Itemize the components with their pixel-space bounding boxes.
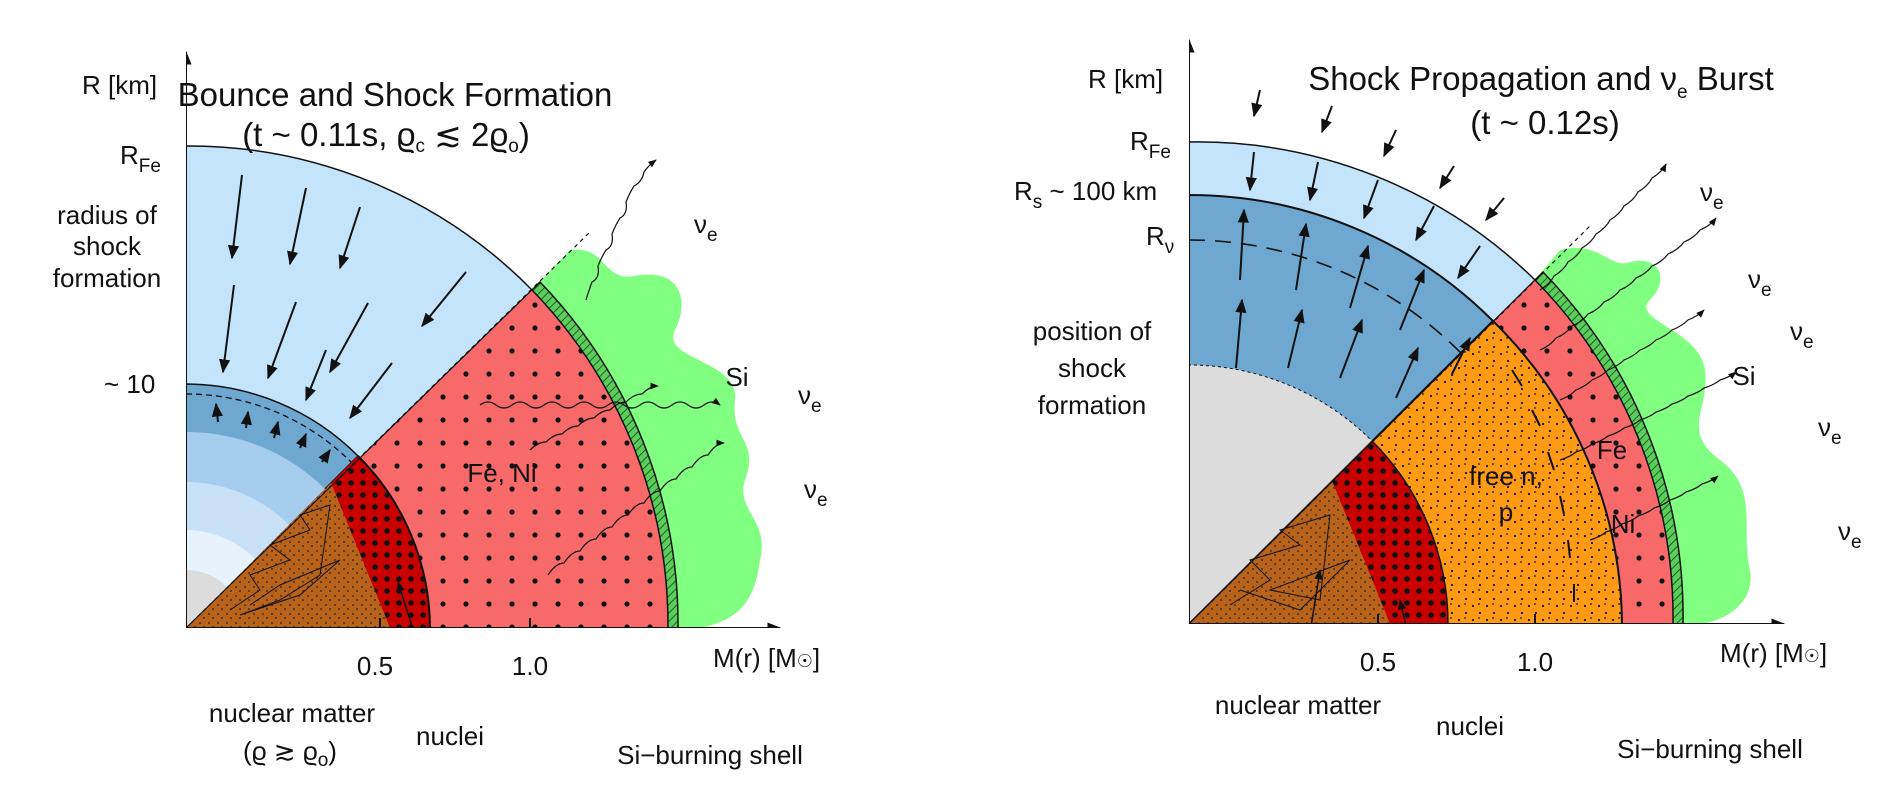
right-rfe-label: RFe: [1130, 126, 1171, 163]
right-fe-label: Fe: [1597, 435, 1627, 465]
left-panel: [186, 50, 782, 628]
left-nu-label-2: νe: [798, 380, 822, 417]
left-nu-label-3: νe: [804, 474, 828, 511]
right-tick-05: 0.5: [1360, 647, 1396, 677]
left-si-shell-label: Si−burning shell: [617, 740, 803, 770]
sun-symbol: ☉: [797, 651, 813, 671]
left-axes: [186, 50, 782, 628]
right-nuclei-label: nuclei: [1436, 711, 1504, 741]
right-rs-label: Rs ~ 100 km: [1014, 176, 1157, 213]
right-nu-label-2: νe: [1748, 264, 1772, 301]
right-tick-10: 1.0: [1517, 647, 1553, 677]
left-title: Bounce and Shock Formation: [178, 76, 613, 113]
sun-symbol: ☉: [1804, 646, 1820, 666]
left-nu-label-1: νe: [694, 209, 718, 246]
left-radius-label-1: radius of: [57, 200, 157, 230]
right-nu-label-5: νe: [1838, 516, 1862, 553]
left-si-label: Si: [725, 362, 748, 392]
right-y-axis-label: R [km]: [1088, 64, 1163, 94]
left-x-axis-label: M(r) [M☉]: [713, 643, 820, 673]
left-radius-label-2: shock: [73, 231, 142, 261]
right-nu-label-3: νe: [1790, 316, 1814, 353]
left-y-axis-label: R [km]: [82, 70, 157, 100]
right-axes: [1189, 38, 1786, 624]
left-radius-label-3: formation: [53, 263, 161, 293]
right-labels: Shock Propagation and νe Burst (t ~ 0.12…: [1014, 60, 1862, 764]
right-subtitle: (t ~ 0.12s): [1470, 104, 1619, 141]
left-si-shell: [530, 280, 679, 628]
right-si-label: Si: [1732, 361, 1755, 391]
right-position-label-1: position of: [1033, 316, 1152, 346]
right-position-label-3: formation: [1038, 390, 1146, 420]
right-si-shell-label: Si−burning shell: [1617, 734, 1803, 764]
left-labels: Bounce and Shock Formation (t ~ 0.11s, ϱ…: [53, 70, 828, 771]
left-nuclear-matter-label: nuclear matter: [209, 698, 376, 728]
left-feni-label: Fe, Ni: [467, 458, 536, 488]
left-subtitle: (t ~ 0.11s, ϱc ≲ 2ϱo): [242, 116, 530, 157]
left-tick-10b: 1.0: [512, 651, 548, 681]
left-tick-10: ~ 10: [104, 369, 155, 399]
right-nu-label-1: νe: [1700, 177, 1724, 214]
left-nuclei-label: nuclei: [416, 721, 484, 751]
right-title: Shock Propagation and νe Burst: [1308, 60, 1774, 103]
left-nuclear-cond: (ϱ ≳ ϱo): [243, 736, 337, 771]
left-tick-05: 0.5: [357, 651, 393, 681]
right-free-np-2: p: [1499, 497, 1513, 527]
right-ni-label: Ni: [1611, 509, 1636, 539]
right-x-axis-label: M(r) [M☉]: [1720, 638, 1827, 668]
left-rfe-label: RFe: [120, 140, 161, 177]
right-free-np-1: free n,: [1469, 461, 1543, 491]
right-panel: [1189, 38, 1786, 624]
right-rnu-label: Rν: [1146, 221, 1174, 258]
right-position-label-2: shock: [1058, 353, 1127, 383]
right-nuclear-matter-label: nuclear matter: [1215, 690, 1382, 720]
right-nu-label-4: νe: [1818, 412, 1842, 449]
